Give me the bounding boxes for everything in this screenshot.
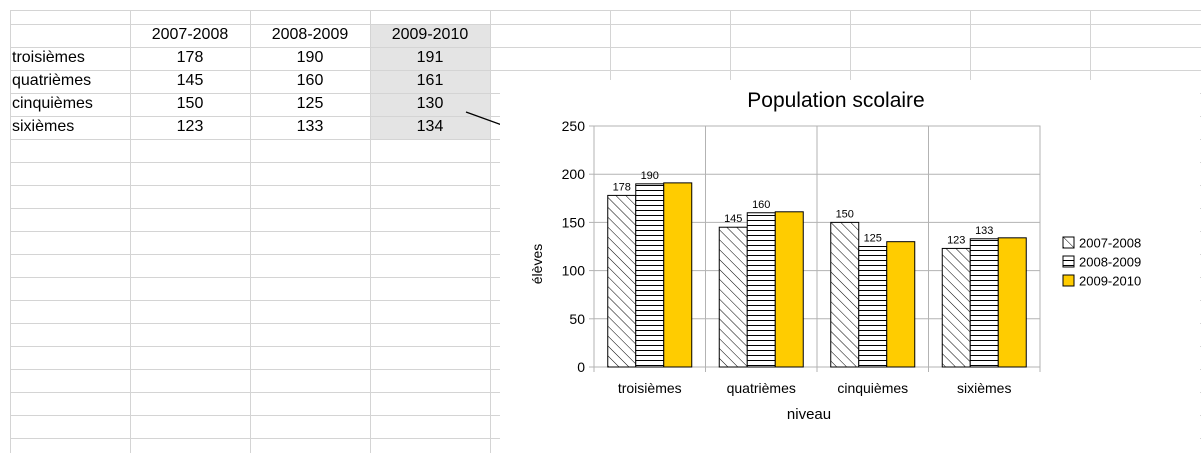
column-header-cell[interactable]: 2008-2009 bbox=[271, 26, 349, 43]
value-cell[interactable]: 134 bbox=[416, 118, 444, 135]
y-tick-label: 200 bbox=[562, 166, 586, 182]
y-tick-label: 50 bbox=[569, 311, 585, 327]
bar-2008-2009 bbox=[969, 238, 999, 368]
chart-title: Population scolaire bbox=[747, 89, 924, 112]
data-label: 145 bbox=[724, 213, 742, 225]
legend-swatch bbox=[1062, 236, 1075, 249]
value-cell[interactable]: 160 bbox=[296, 72, 324, 89]
bar-2009-2010 bbox=[886, 241, 916, 368]
legend-label: 2008-2009 bbox=[1079, 255, 1141, 270]
data-label: 178 bbox=[613, 181, 631, 193]
legend-label: 2007-2008 bbox=[1079, 236, 1141, 251]
value-cell[interactable]: 190 bbox=[296, 49, 324, 66]
selected-column-highlight bbox=[370, 24, 490, 139]
bar-2009-2010 bbox=[663, 182, 693, 368]
row-label-cell[interactable]: cinquièmes bbox=[12, 95, 93, 112]
y-tick-label: 250 bbox=[562, 118, 586, 134]
row-label-cell[interactable]: troisièmes bbox=[12, 49, 85, 66]
legend: 2007-2008 2008-2009 2009-2010 bbox=[1062, 236, 1141, 289]
bar-2007-2008 bbox=[607, 194, 637, 368]
value-cell[interactable]: 123 bbox=[176, 118, 204, 135]
x-tick-label: cinquièmes bbox=[837, 380, 908, 396]
x-tick-label: troisièmes bbox=[618, 380, 682, 396]
row-label-cell[interactable]: quatrièmes bbox=[12, 72, 92, 89]
column-header-cell[interactable]: 2009-2010 bbox=[391, 26, 469, 43]
y-axis-title: élèves bbox=[529, 244, 545, 284]
bar-2007-2008 bbox=[718, 226, 748, 368]
y-tick-label: 150 bbox=[562, 214, 586, 230]
bar-2007-2008 bbox=[941, 247, 971, 368]
value-cell[interactable]: 130 bbox=[416, 95, 444, 112]
y-tick-label: 0 bbox=[577, 359, 585, 375]
data-label: 123 bbox=[947, 234, 965, 246]
x-tick-label: quatrièmes bbox=[727, 380, 796, 396]
bar-2007-2008 bbox=[830, 221, 860, 368]
legend-swatch bbox=[1062, 255, 1075, 268]
data-label: 125 bbox=[864, 233, 882, 245]
value-cell[interactable]: 145 bbox=[176, 72, 204, 89]
population-chart: Population scolaire niveau élèves 0 50 100… bbox=[500, 80, 1200, 453]
legend-swatch bbox=[1062, 274, 1075, 287]
value-cell[interactable]: 150 bbox=[176, 95, 204, 112]
bar-2009-2010 bbox=[774, 211, 804, 368]
y-tick-label: 100 bbox=[562, 263, 586, 279]
value-cell[interactable]: 191 bbox=[416, 49, 444, 66]
column-header-cell[interactable]: 2007-2008 bbox=[151, 26, 229, 43]
data-label: 150 bbox=[836, 208, 854, 220]
x-tick-label: sixièmes bbox=[957, 380, 1011, 396]
row-label-cell[interactable]: sixièmes bbox=[12, 118, 75, 135]
x-axis-title: niveau bbox=[787, 406, 831, 423]
bar-2008-2009 bbox=[635, 183, 665, 368]
bar-2008-2009 bbox=[858, 246, 888, 368]
data-label: 160 bbox=[752, 199, 770, 211]
legend-label: 2009-2010 bbox=[1079, 274, 1141, 289]
plot-area: 0 50 100 150 200 250 troisièmes 178 190 quatrième… bbox=[562, 118, 1041, 396]
value-cell[interactable]: 125 bbox=[296, 95, 324, 112]
data-label: 133 bbox=[975, 225, 993, 237]
bar-2008-2009 bbox=[746, 212, 776, 368]
data-label: 190 bbox=[641, 170, 659, 182]
value-cell[interactable]: 133 bbox=[296, 118, 324, 135]
spreadsheet-table: 2007-2008 2008-2009 2009-2010 troisièmes 178… bbox=[0, 0, 500, 453]
value-cell[interactable]: 161 bbox=[416, 72, 444, 89]
value-cell[interactable]: 178 bbox=[176, 49, 204, 66]
bar-2009-2010 bbox=[997, 237, 1027, 368]
